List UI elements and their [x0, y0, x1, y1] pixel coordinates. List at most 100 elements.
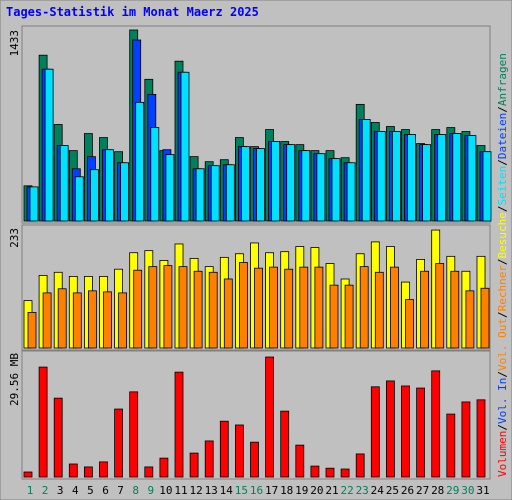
legend-separator: /: [496, 311, 509, 318]
bar: [84, 466, 93, 478]
bar: [118, 292, 127, 349]
bar: [174, 371, 184, 478]
bar: [180, 71, 190, 222]
bar: [437, 134, 447, 222]
legend-entry: Dateien: [496, 113, 509, 159]
bar: [74, 176, 84, 222]
bar: [234, 424, 244, 478]
bar: [193, 270, 203, 349]
bar: [29, 186, 39, 222]
bar: [38, 366, 48, 478]
bar: [163, 265, 173, 349]
bar: [355, 453, 365, 478]
legend-entry: Vol. Out: [496, 318, 509, 371]
bar: [465, 290, 475, 349]
legend-entry: Rechner: [496, 265, 509, 312]
bar: [68, 463, 78, 478]
bar: [450, 270, 460, 349]
bar: [329, 284, 339, 349]
legend-separator: /: [496, 424, 509, 431]
bar: [482, 151, 492, 222]
x-tick-label: 7: [117, 484, 124, 497]
bar: [72, 292, 82, 349]
x-tick-label: 8: [132, 484, 139, 497]
x-tick-label: 27: [416, 484, 429, 497]
bar: [422, 144, 432, 222]
x-tick-label: 25: [386, 484, 399, 497]
legend-entry: Seiten: [496, 166, 509, 206]
x-tick-label: 21: [325, 484, 338, 497]
x-tick-label: 14: [220, 484, 234, 497]
x-tick-label: 30: [461, 484, 474, 497]
x-tick-label: 2: [42, 484, 49, 497]
x-tick-label: 6: [102, 484, 109, 497]
bar: [129, 391, 139, 478]
x-tick-label: 26: [401, 484, 414, 497]
bar: [301, 150, 311, 222]
bar: [265, 356, 275, 478]
bar: [316, 153, 326, 222]
bar: [359, 266, 369, 349]
x-tick-label: 1: [27, 484, 34, 497]
bar: [208, 271, 218, 349]
bar: [57, 288, 67, 349]
bar: [53, 397, 63, 478]
bar: [148, 266, 158, 349]
chart-title: Tages-Statistik im Monat Maerz 2025: [6, 5, 259, 19]
bar: [385, 380, 395, 478]
bar: [225, 164, 235, 222]
bar: [219, 420, 229, 478]
bar: [280, 410, 290, 478]
y-tick-label: 233: [8, 228, 21, 248]
bar: [254, 267, 263, 349]
x-tick-label: 29: [446, 484, 459, 497]
bar: [90, 169, 99, 222]
y-tick-label: 29.56 MB: [8, 353, 21, 406]
x-tick-label: 16: [250, 484, 263, 497]
bar: [114, 408, 123, 478]
bar: [223, 278, 233, 349]
bar: [370, 386, 380, 478]
bar: [105, 149, 114, 222]
legend-separator: /: [496, 205, 509, 212]
x-tick-label: 17: [265, 484, 278, 497]
x-tick-label: 4: [72, 484, 79, 497]
bar: [165, 154, 175, 222]
x-tick-label: 31: [476, 484, 489, 497]
bar: [452, 133, 462, 222]
bar: [325, 467, 335, 478]
bar: [374, 271, 384, 349]
legend-separator: /: [496, 159, 509, 166]
bar: [405, 299, 414, 349]
x-tick-label: 28: [431, 484, 444, 497]
bar: [250, 441, 259, 478]
bar: [178, 266, 188, 349]
bar: [431, 370, 441, 478]
bar: [389, 266, 399, 349]
legend-entry: Volumen: [496, 431, 509, 477]
bar: [407, 134, 416, 222]
bar: [271, 141, 281, 222]
bar: [27, 312, 37, 349]
x-tick-label: 9: [147, 484, 154, 497]
bar: [299, 266, 309, 349]
bar: [210, 165, 220, 222]
bar: [376, 131, 386, 222]
bar: [461, 401, 471, 478]
x-tick-label: 20: [310, 484, 323, 497]
x-tick-label: 15: [235, 484, 248, 497]
bar: [361, 119, 371, 222]
bar: [133, 269, 143, 349]
legend-entry: Besuche: [496, 212, 509, 258]
bar: [135, 101, 145, 222]
legend-separator: /: [496, 371, 509, 378]
bar: [42, 292, 52, 349]
bar: [295, 444, 305, 478]
legend-entry: Anfragen: [496, 53, 509, 106]
x-tick-label: 19: [295, 484, 308, 497]
bar: [391, 131, 401, 222]
bar: [120, 162, 129, 222]
bar: [446, 413, 456, 478]
bar: [346, 162, 356, 222]
bar: [238, 262, 248, 349]
